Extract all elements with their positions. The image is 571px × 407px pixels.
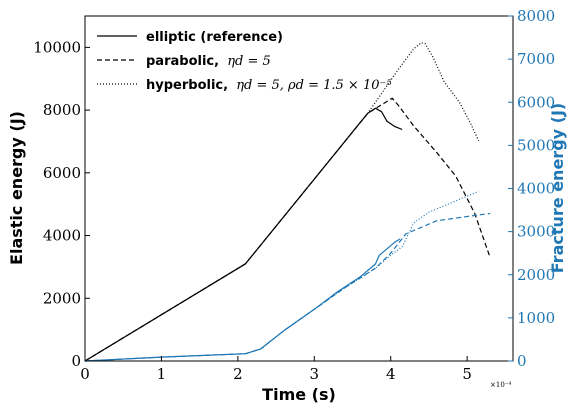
legend-parabolic-math: ηd = 5 xyxy=(227,54,271,69)
legend-parabolic-name: parabolic, xyxy=(146,54,219,69)
series-left-dotted-line xyxy=(84,42,480,362)
y-right-tick-label: 2000 xyxy=(517,266,555,284)
y-left-tick-label: 0 xyxy=(71,352,81,370)
y-right-tick-label: 4000 xyxy=(517,180,555,198)
legend-hyperbolic-math: ηd = 5, ρd = 1.5 × 10⁻⁵ xyxy=(236,78,392,93)
x-axis-scale-label: ×10⁻⁴ xyxy=(490,381,511,389)
x-tick-label: 2 xyxy=(233,365,243,383)
legend-label-elliptic: elliptic (reference) xyxy=(146,30,283,45)
legend-elliptic-name: elliptic (reference) xyxy=(146,30,283,45)
y-right-tick-label: 0 xyxy=(517,352,527,370)
x-tick-label: 5 xyxy=(462,365,472,383)
x-tick-label: 0 xyxy=(80,365,90,383)
legend-label-parabolic: parabolic, ηd = 5 xyxy=(146,54,271,69)
legend-label-hyperbolic: hyperbolic, ηd = 5, ρd = 1.5 × 10⁻⁵ xyxy=(146,78,392,93)
y-right-tick-label: 3000 xyxy=(517,223,555,241)
y-right-tick-label: 7000 xyxy=(517,50,555,68)
x-axis-title: Time (s) xyxy=(262,385,336,404)
y-axis-left-title: Elastic energy (J) xyxy=(7,111,26,265)
series-right-dashed-line xyxy=(84,212,491,362)
y-left-tick-label: 4000 xyxy=(43,227,81,245)
x-tick-label: 3 xyxy=(310,365,320,383)
series-layer xyxy=(84,42,491,362)
legend-hyperbolic-name: hyperbolic, xyxy=(146,78,228,93)
x-tick-label: 1 xyxy=(157,365,167,383)
y-axis-right-title: Fracture energy (J) xyxy=(548,103,567,273)
x-tick-label: 4 xyxy=(386,365,396,383)
y-right-tick-label: 8000 xyxy=(517,7,555,25)
y-left-tick-label: 2000 xyxy=(43,289,81,307)
y-left-tick-label: 6000 xyxy=(43,164,81,182)
y-right-tick-label: 5000 xyxy=(517,136,555,154)
legend: elliptic (reference) parabolic, ηd = 5 h… xyxy=(97,30,392,93)
y-right-tick-label: 1000 xyxy=(517,309,555,327)
y-right-tick-label: 6000 xyxy=(517,93,555,111)
y-left-tick-label: 8000 xyxy=(43,101,81,119)
y-left-tick-label: 10000 xyxy=(33,38,81,56)
ticks-layer: 0 1 2 3 4 5 0 2000 4000 6000 8000 10000 0 1000 2000 300… xyxy=(33,7,555,383)
